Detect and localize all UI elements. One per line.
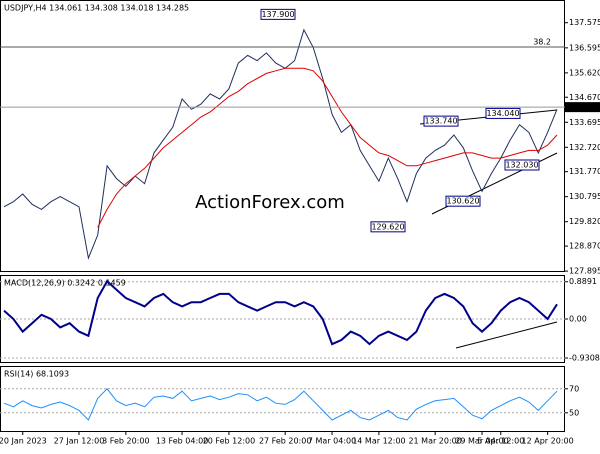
annotation-label: 129.620 [371, 222, 404, 231]
y-tick-label: 50 [569, 408, 579, 417]
x-tick-label: 29 Mar 04:00 [455, 437, 508, 446]
y-tick-label: 70 [569, 384, 579, 393]
annotation-label: 130.620 [446, 197, 479, 206]
series-line [3, 388, 558, 421]
trend-line [455, 321, 558, 349]
last-price-box [565, 102, 600, 113]
y-tick-label: 127.895 [569, 267, 600, 276]
x-tick-label: 5 Apr 12:00 [477, 437, 524, 446]
y-tick-label: 137.575 [569, 18, 600, 27]
annotation-label: 137.900 [261, 10, 294, 19]
y-tick-label: 0.00 [569, 315, 587, 324]
annotation-label: 132.030 [505, 160, 538, 169]
annotation-box [445, 195, 481, 207]
annotation-label: 133.740 [424, 117, 457, 126]
y-tick-label: 129.820 [569, 217, 600, 226]
y-tick-label: 131.770 [569, 167, 600, 176]
annotation-box [485, 107, 521, 119]
annotation-box [260, 8, 296, 20]
series-line [97, 67, 558, 228]
x-tick-label: 12 Apr 20:00 [522, 437, 574, 446]
x-tick-label: 21 Mar 20:00 [408, 437, 461, 446]
panel-frame [0, 0, 565, 272]
y-tick-label: 135.620 [569, 68, 600, 77]
series-line [3, 279, 558, 346]
y-tick-label: 136.595 [569, 43, 600, 52]
y-tick-label: 130.795 [569, 192, 600, 201]
y-tick-label: 132.720 [569, 143, 600, 152]
y-tick-label: -0.9308 [569, 354, 600, 363]
series-line [3, 28, 558, 260]
fib-label: 38.2 [533, 38, 551, 47]
watermark: ActionForex.com [195, 192, 345, 213]
x-tick-label: 27 Jan 12:00 [54, 437, 105, 446]
x-tick-label: 14 Mar 12:00 [352, 437, 405, 446]
x-tick-label: 20 Feb 12:00 [203, 437, 255, 446]
last-price-label: 134.285 [568, 103, 600, 112]
y-tick-label: 134.670 [569, 93, 600, 102]
y-tick-label: 0.8891 [569, 277, 597, 286]
panel-title: RSI(14) 68.1093 [4, 370, 69, 379]
panel-title: MACD(12,26,9) 0.3242 0.1459 [4, 279, 126, 288]
annotation-box [370, 221, 406, 233]
panel-frame [0, 366, 565, 432]
annotation-label: 134.040 [486, 109, 519, 118]
annotation-box [504, 159, 540, 171]
x-tick-label: 13 Feb 04:00 [156, 437, 208, 446]
annotation-box [423, 115, 459, 127]
x-tick-label: 3 Feb 20:00 [102, 437, 149, 446]
y-tick-label: 128.870 [569, 242, 600, 251]
x-tick-label: 27 Feb 20:00 [259, 437, 311, 446]
panel-title: USDJPY,H4 134.061 134.308 134.018 134.28… [4, 4, 189, 13]
y-tick-label: 133.695 [569, 118, 600, 127]
x-tick-label: 20 Jan 2023 [0, 437, 47, 446]
x-tick-label: 7 Mar 04:00 [308, 437, 356, 446]
